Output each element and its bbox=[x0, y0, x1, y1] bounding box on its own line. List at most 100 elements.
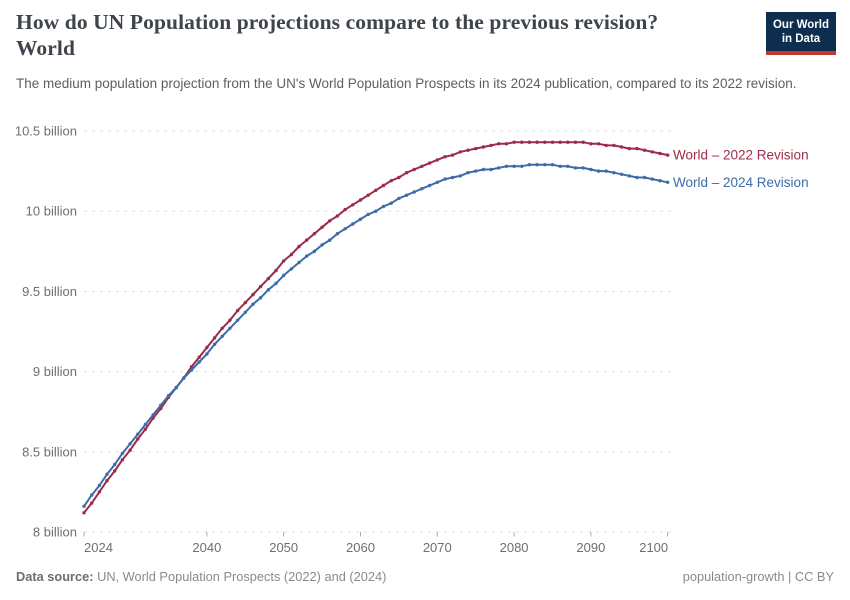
data-point-world-2024-revision[interactable] bbox=[627, 174, 631, 178]
data-point-world-2022-revision[interactable] bbox=[635, 146, 639, 151]
data-point-world-2022-revision[interactable] bbox=[474, 146, 478, 151]
data-point-world-2024-revision[interactable] bbox=[666, 180, 670, 184]
series-line-world-2022-revision[interactable] bbox=[83, 141, 669, 514]
data-point-world-2024-revision[interactable] bbox=[312, 249, 317, 253]
data-point-world-2024-revision[interactable] bbox=[82, 504, 86, 508]
data-point-world-2022-revision[interactable] bbox=[650, 150, 654, 154]
data-point-world-2022-revision[interactable] bbox=[374, 188, 378, 192]
data-point-world-2022-revision[interactable] bbox=[666, 153, 670, 157]
data-point-world-2024-revision[interactable] bbox=[212, 342, 217, 346]
data-point-world-2022-revision[interactable] bbox=[197, 355, 201, 359]
data-point-world-2024-revision[interactable] bbox=[166, 394, 171, 398]
data-point-world-2022-revision[interactable] bbox=[612, 143, 616, 148]
data-point-world-2024-revision[interactable] bbox=[159, 403, 163, 407]
data-point-world-2022-revision[interactable] bbox=[450, 153, 455, 157]
data-point-world-2022-revision[interactable] bbox=[566, 140, 570, 144]
data-point-world-2024-revision[interactable] bbox=[266, 288, 270, 292]
data-point-world-2022-revision[interactable] bbox=[558, 140, 562, 144]
data-point-world-2024-revision[interactable] bbox=[573, 166, 578, 170]
data-point-world-2022-revision[interactable] bbox=[297, 244, 301, 249]
data-point-world-2024-revision[interactable] bbox=[589, 167, 593, 172]
data-point-world-2022-revision[interactable] bbox=[458, 150, 462, 154]
data-point-world-2022-revision[interactable] bbox=[573, 140, 578, 144]
data-point-world-2022-revision[interactable] bbox=[642, 148, 647, 152]
data-point-world-2022-revision[interactable] bbox=[397, 175, 401, 180]
data-point-world-2022-revision[interactable] bbox=[220, 326, 224, 330]
data-point-world-2022-revision[interactable] bbox=[305, 238, 309, 242]
data-point-world-2024-revision[interactable] bbox=[535, 163, 539, 167]
data-point-world-2024-revision[interactable] bbox=[427, 183, 432, 188]
data-point-world-2024-revision[interactable] bbox=[220, 334, 224, 338]
data-point-world-2024-revision[interactable] bbox=[466, 171, 470, 175]
data-point-world-2022-revision[interactable] bbox=[389, 179, 393, 183]
data-point-world-2024-revision[interactable] bbox=[650, 177, 654, 181]
data-point-world-2024-revision[interactable] bbox=[328, 238, 332, 242]
data-point-world-2024-revision[interactable] bbox=[274, 281, 278, 286]
data-point-world-2024-revision[interactable] bbox=[189, 368, 194, 372]
data-point-world-2022-revision[interactable] bbox=[312, 232, 317, 236]
data-point-world-2022-revision[interactable] bbox=[550, 140, 555, 144]
data-point-world-2022-revision[interactable] bbox=[466, 148, 470, 152]
data-point-world-2024-revision[interactable] bbox=[136, 432, 140, 436]
data-point-world-2024-revision[interactable] bbox=[374, 209, 378, 213]
data-point-world-2022-revision[interactable] bbox=[366, 193, 370, 197]
data-point-world-2022-revision[interactable] bbox=[604, 143, 608, 148]
data-point-world-2024-revision[interactable] bbox=[343, 227, 347, 231]
data-point-world-2024-revision[interactable] bbox=[635, 175, 639, 180]
data-point-world-2022-revision[interactable] bbox=[243, 300, 247, 305]
data-point-world-2024-revision[interactable] bbox=[120, 451, 125, 456]
data-point-world-2022-revision[interactable] bbox=[289, 252, 294, 257]
owid-logo[interactable]: Our World in Data bbox=[766, 12, 836, 55]
data-point-world-2022-revision[interactable] bbox=[228, 318, 232, 322]
data-point-world-2022-revision[interactable] bbox=[212, 336, 217, 340]
data-point-world-2024-revision[interactable] bbox=[604, 169, 608, 173]
data-point-world-2024-revision[interactable] bbox=[497, 166, 501, 170]
data-point-world-2022-revision[interactable] bbox=[497, 142, 501, 146]
data-point-world-2024-revision[interactable] bbox=[420, 187, 424, 191]
data-point-world-2024-revision[interactable] bbox=[566, 164, 570, 168]
data-point-world-2022-revision[interactable] bbox=[527, 140, 532, 144]
data-point-world-2024-revision[interactable] bbox=[143, 422, 148, 427]
data-point-world-2022-revision[interactable] bbox=[404, 171, 409, 175]
data-point-world-2024-revision[interactable] bbox=[305, 254, 309, 258]
data-point-world-2024-revision[interactable] bbox=[358, 217, 363, 221]
data-point-world-2022-revision[interactable] bbox=[274, 268, 278, 273]
data-point-world-2024-revision[interactable] bbox=[658, 179, 662, 183]
data-point-world-2024-revision[interactable] bbox=[366, 212, 370, 217]
data-point-world-2022-revision[interactable] bbox=[427, 161, 432, 165]
data-point-world-2024-revision[interactable] bbox=[182, 376, 186, 380]
data-point-world-2022-revision[interactable] bbox=[412, 167, 416, 172]
data-point-world-2022-revision[interactable] bbox=[128, 448, 132, 452]
data-point-world-2024-revision[interactable] bbox=[320, 243, 324, 247]
series-line-world-2024-revision[interactable] bbox=[83, 163, 669, 508]
data-point-world-2022-revision[interactable] bbox=[251, 292, 255, 297]
data-point-world-2022-revision[interactable] bbox=[581, 140, 585, 144]
data-point-world-2022-revision[interactable] bbox=[320, 225, 324, 229]
data-point-world-2024-revision[interactable] bbox=[443, 177, 447, 181]
data-point-world-2024-revision[interactable] bbox=[642, 175, 647, 180]
data-point-world-2022-revision[interactable] bbox=[266, 276, 270, 281]
data-point-world-2024-revision[interactable] bbox=[113, 462, 117, 467]
data-point-world-2024-revision[interactable] bbox=[251, 302, 255, 306]
data-point-world-2024-revision[interactable] bbox=[481, 167, 486, 172]
data-point-world-2022-revision[interactable] bbox=[381, 183, 386, 188]
data-point-world-2024-revision[interactable] bbox=[558, 164, 562, 168]
data-point-world-2024-revision[interactable] bbox=[450, 175, 455, 180]
data-point-world-2024-revision[interactable] bbox=[151, 413, 155, 417]
data-point-world-2024-revision[interactable] bbox=[174, 385, 178, 390]
data-point-world-2022-revision[interactable] bbox=[82, 511, 86, 515]
data-point-world-2024-revision[interactable] bbox=[512, 164, 516, 168]
data-point-world-2022-revision[interactable] bbox=[328, 219, 332, 223]
data-point-world-2024-revision[interactable] bbox=[404, 193, 409, 197]
data-point-world-2024-revision[interactable] bbox=[474, 169, 478, 173]
data-point-world-2024-revision[interactable] bbox=[335, 232, 340, 236]
data-point-world-2022-revision[interactable] bbox=[627, 146, 631, 151]
data-point-world-2022-revision[interactable] bbox=[90, 501, 94, 505]
data-point-world-2022-revision[interactable] bbox=[343, 207, 347, 212]
slug-license-link[interactable]: population-growth | CC BY bbox=[682, 569, 834, 584]
data-point-world-2022-revision[interactable] bbox=[136, 437, 140, 441]
data-point-world-2024-revision[interactable] bbox=[235, 318, 240, 322]
data-point-world-2022-revision[interactable] bbox=[105, 479, 109, 483]
data-point-world-2022-revision[interactable] bbox=[113, 469, 117, 473]
